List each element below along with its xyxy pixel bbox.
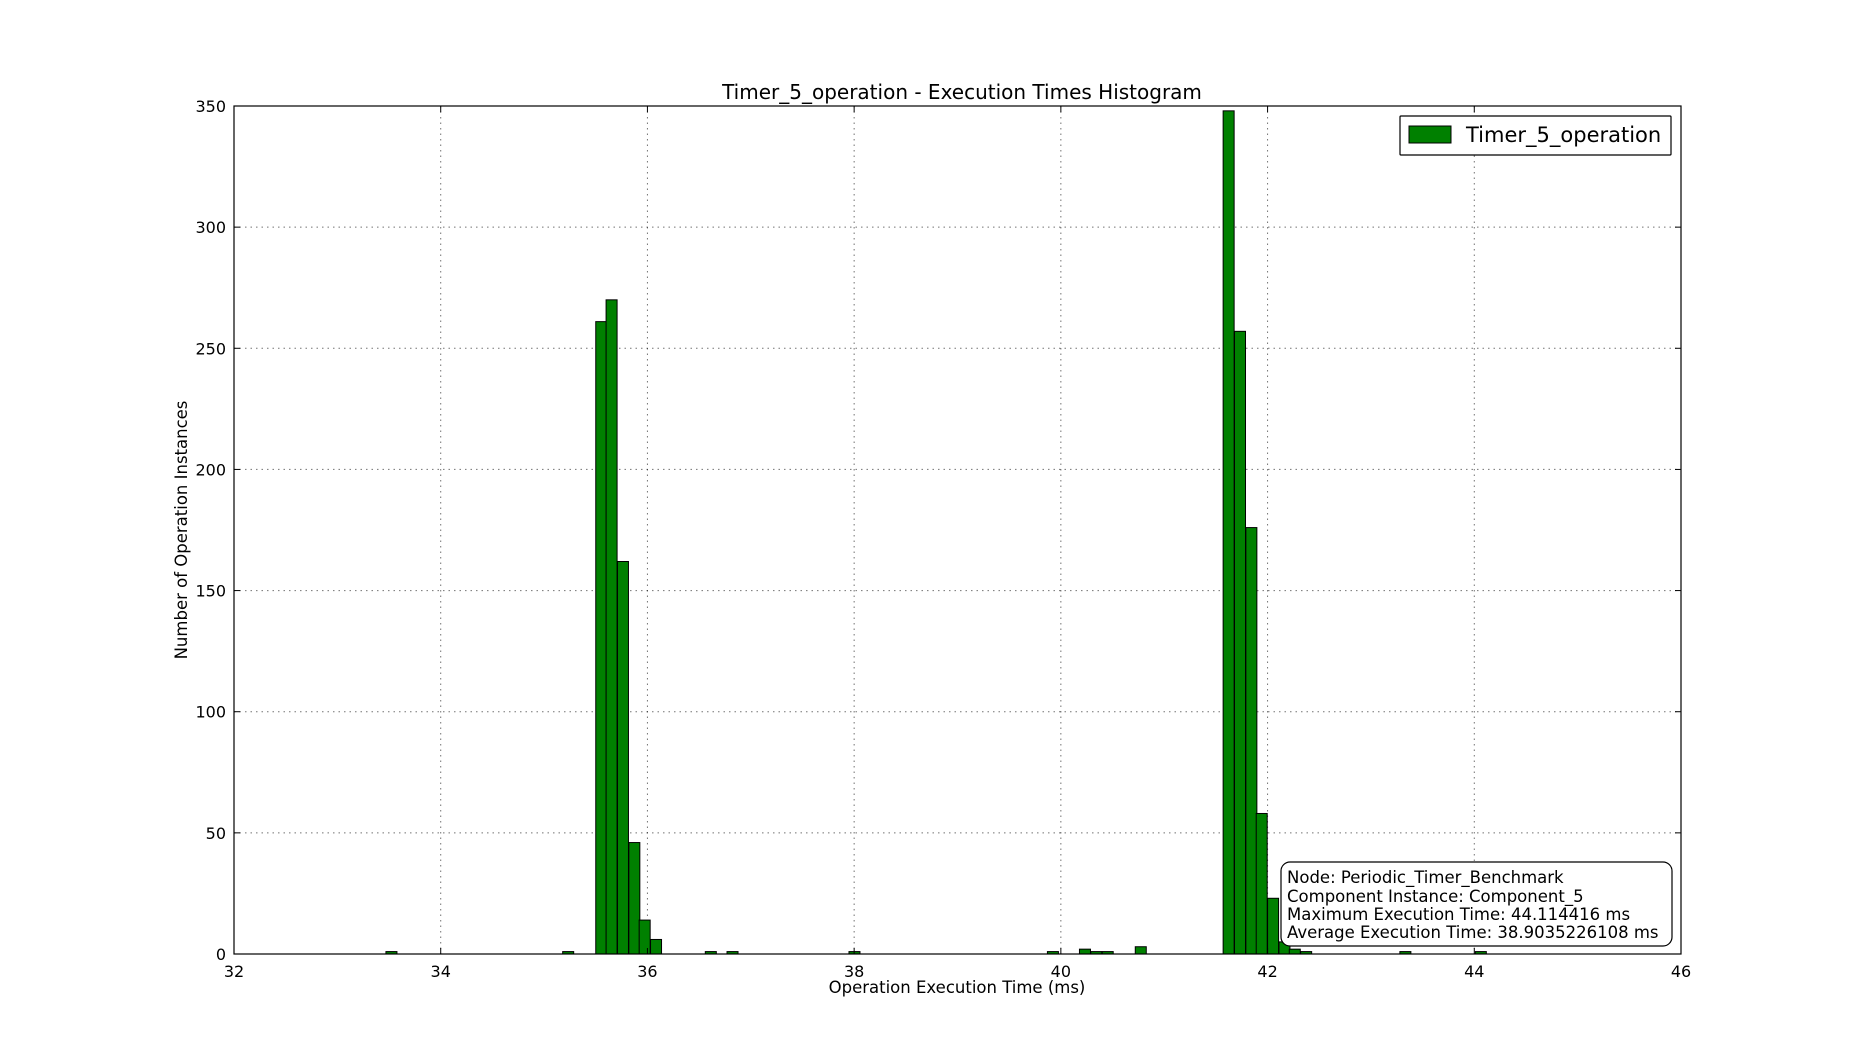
histogram-bar [628, 842, 641, 955]
info-max-time: Maximum Execution Time: 44.114416 ms [1287, 905, 1630, 924]
histogram-bar [616, 560, 629, 955]
x-tick-label: 46 [1671, 962, 1691, 981]
histogram-bar [638, 919, 651, 955]
x-tick-label: 38 [844, 962, 864, 981]
histogram-bar [1233, 330, 1247, 955]
y-tick-label: 250 [195, 339, 226, 358]
histogram-bars [385, 110, 1487, 955]
info-avg-time: Average Execution Time: 38.9035226108 ms [1287, 923, 1659, 942]
legend-frame [1399, 115, 1672, 156]
histogram-bar [1134, 946, 1147, 955]
legend-label: Timer_5_operation [1465, 123, 1661, 148]
x-tick-label: 42 [1257, 962, 1277, 981]
y-tick-label: 100 [195, 703, 226, 722]
info-node: Node: Periodic_Timer_Benchmark [1287, 868, 1564, 888]
x-tick-label: 40 [1051, 962, 1071, 981]
y-axis-label: Number of Operation Instances [172, 401, 191, 660]
info-box-frame [1280, 861, 1673, 947]
histogram-bar [1222, 110, 1235, 955]
histogram-bar [595, 321, 608, 955]
histogram-bar [605, 299, 618, 955]
y-tick-label: 200 [195, 460, 226, 479]
y-tick-label: 50 [206, 824, 226, 843]
histogram-bar [650, 938, 663, 955]
y-tick-label: 150 [195, 582, 226, 601]
y-tick-label: 300 [195, 218, 226, 237]
histogram-bar [1245, 527, 1258, 955]
x-tick-label: 34 [431, 962, 451, 981]
x-tick-labels: 32 34 36 38 40 42 44 46 [224, 962, 1691, 981]
histogram-bar [1267, 897, 1280, 955]
x-tick-label: 44 [1464, 962, 1484, 981]
x-tick-label: 36 [637, 962, 657, 981]
legend-swatch [1408, 125, 1452, 144]
histogram-bar [1288, 948, 1301, 955]
histogram-bar [1078, 948, 1091, 955]
legend: Timer_5_operation [1399, 115, 1672, 156]
grid-lines [234, 106, 1681, 954]
axis-ticks [233, 105, 1682, 955]
plot-area-frame [233, 105, 1682, 955]
y-tick-label: 0 [216, 945, 226, 964]
info-component: Component Instance: Component_5 [1287, 887, 1584, 907]
x-tick-label: 32 [224, 962, 244, 981]
info-box: Node: Periodic_Timer_Benchmark Component… [1280, 861, 1673, 947]
histogram-bar [1255, 812, 1268, 955]
x-axis-label: Operation Execution Time (ms) [829, 978, 1086, 997]
y-tick-label: 350 [195, 97, 226, 116]
y-tick-labels: 0 50 100 150 200 250 300 350 [195, 97, 226, 964]
chart-title: Timer_5_operation - Execution Times Hist… [721, 80, 1202, 104]
